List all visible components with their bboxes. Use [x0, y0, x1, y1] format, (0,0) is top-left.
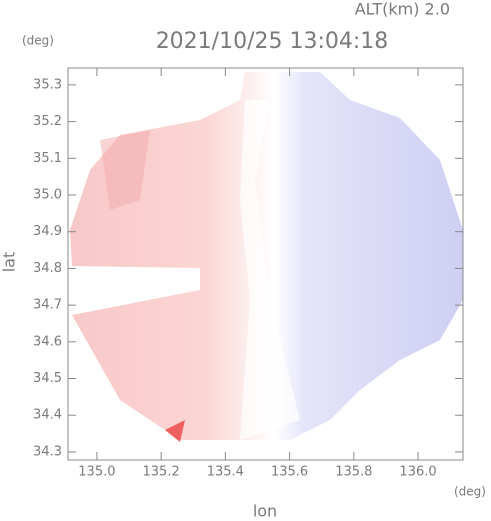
x-axis-label: lon — [253, 502, 277, 521]
velocity-area — [70, 72, 463, 440]
y-tick-label: 34.9 — [33, 224, 62, 239]
y-tick-label: 34.6 — [33, 334, 62, 349]
y-tick-label: 34.5 — [33, 371, 62, 386]
y-unit: (deg) — [22, 34, 54, 48]
strong-area — [100, 130, 150, 210]
y-tick-label: 35.1 — [33, 151, 62, 166]
y-tick-label: 35.3 — [33, 77, 62, 92]
y-tick-label: 34.3 — [33, 444, 62, 459]
y-tick-label: 34.8 — [33, 261, 62, 276]
y-tick-label: 35.0 — [33, 187, 62, 202]
x-tick-label: 136.0 — [399, 465, 436, 480]
chart-title: 2021/10/25 13:04:18 — [156, 29, 389, 54]
y-tick-label: 34.4 — [33, 408, 62, 423]
x-tick-label: 135.2 — [143, 465, 180, 480]
x-tick-label: 135.4 — [207, 465, 244, 480]
x-tick-label: 135.0 — [78, 465, 115, 480]
plot-frame — [67, 67, 464, 461]
strong-spot — [165, 420, 185, 442]
x-tick-label: 135.6 — [271, 465, 308, 480]
y-tick-label: 34.7 — [33, 298, 62, 313]
x-tick-label: 135.8 — [335, 465, 372, 480]
zero-band — [240, 100, 300, 440]
altitude: ALT(km) 2.0 — [355, 0, 450, 19]
y-tick-label: 35.2 — [33, 114, 62, 129]
x-unit: (deg) — [454, 485, 486, 499]
radar-field — [70, 72, 463, 442]
y-axis-label: lat — [0, 252, 19, 273]
